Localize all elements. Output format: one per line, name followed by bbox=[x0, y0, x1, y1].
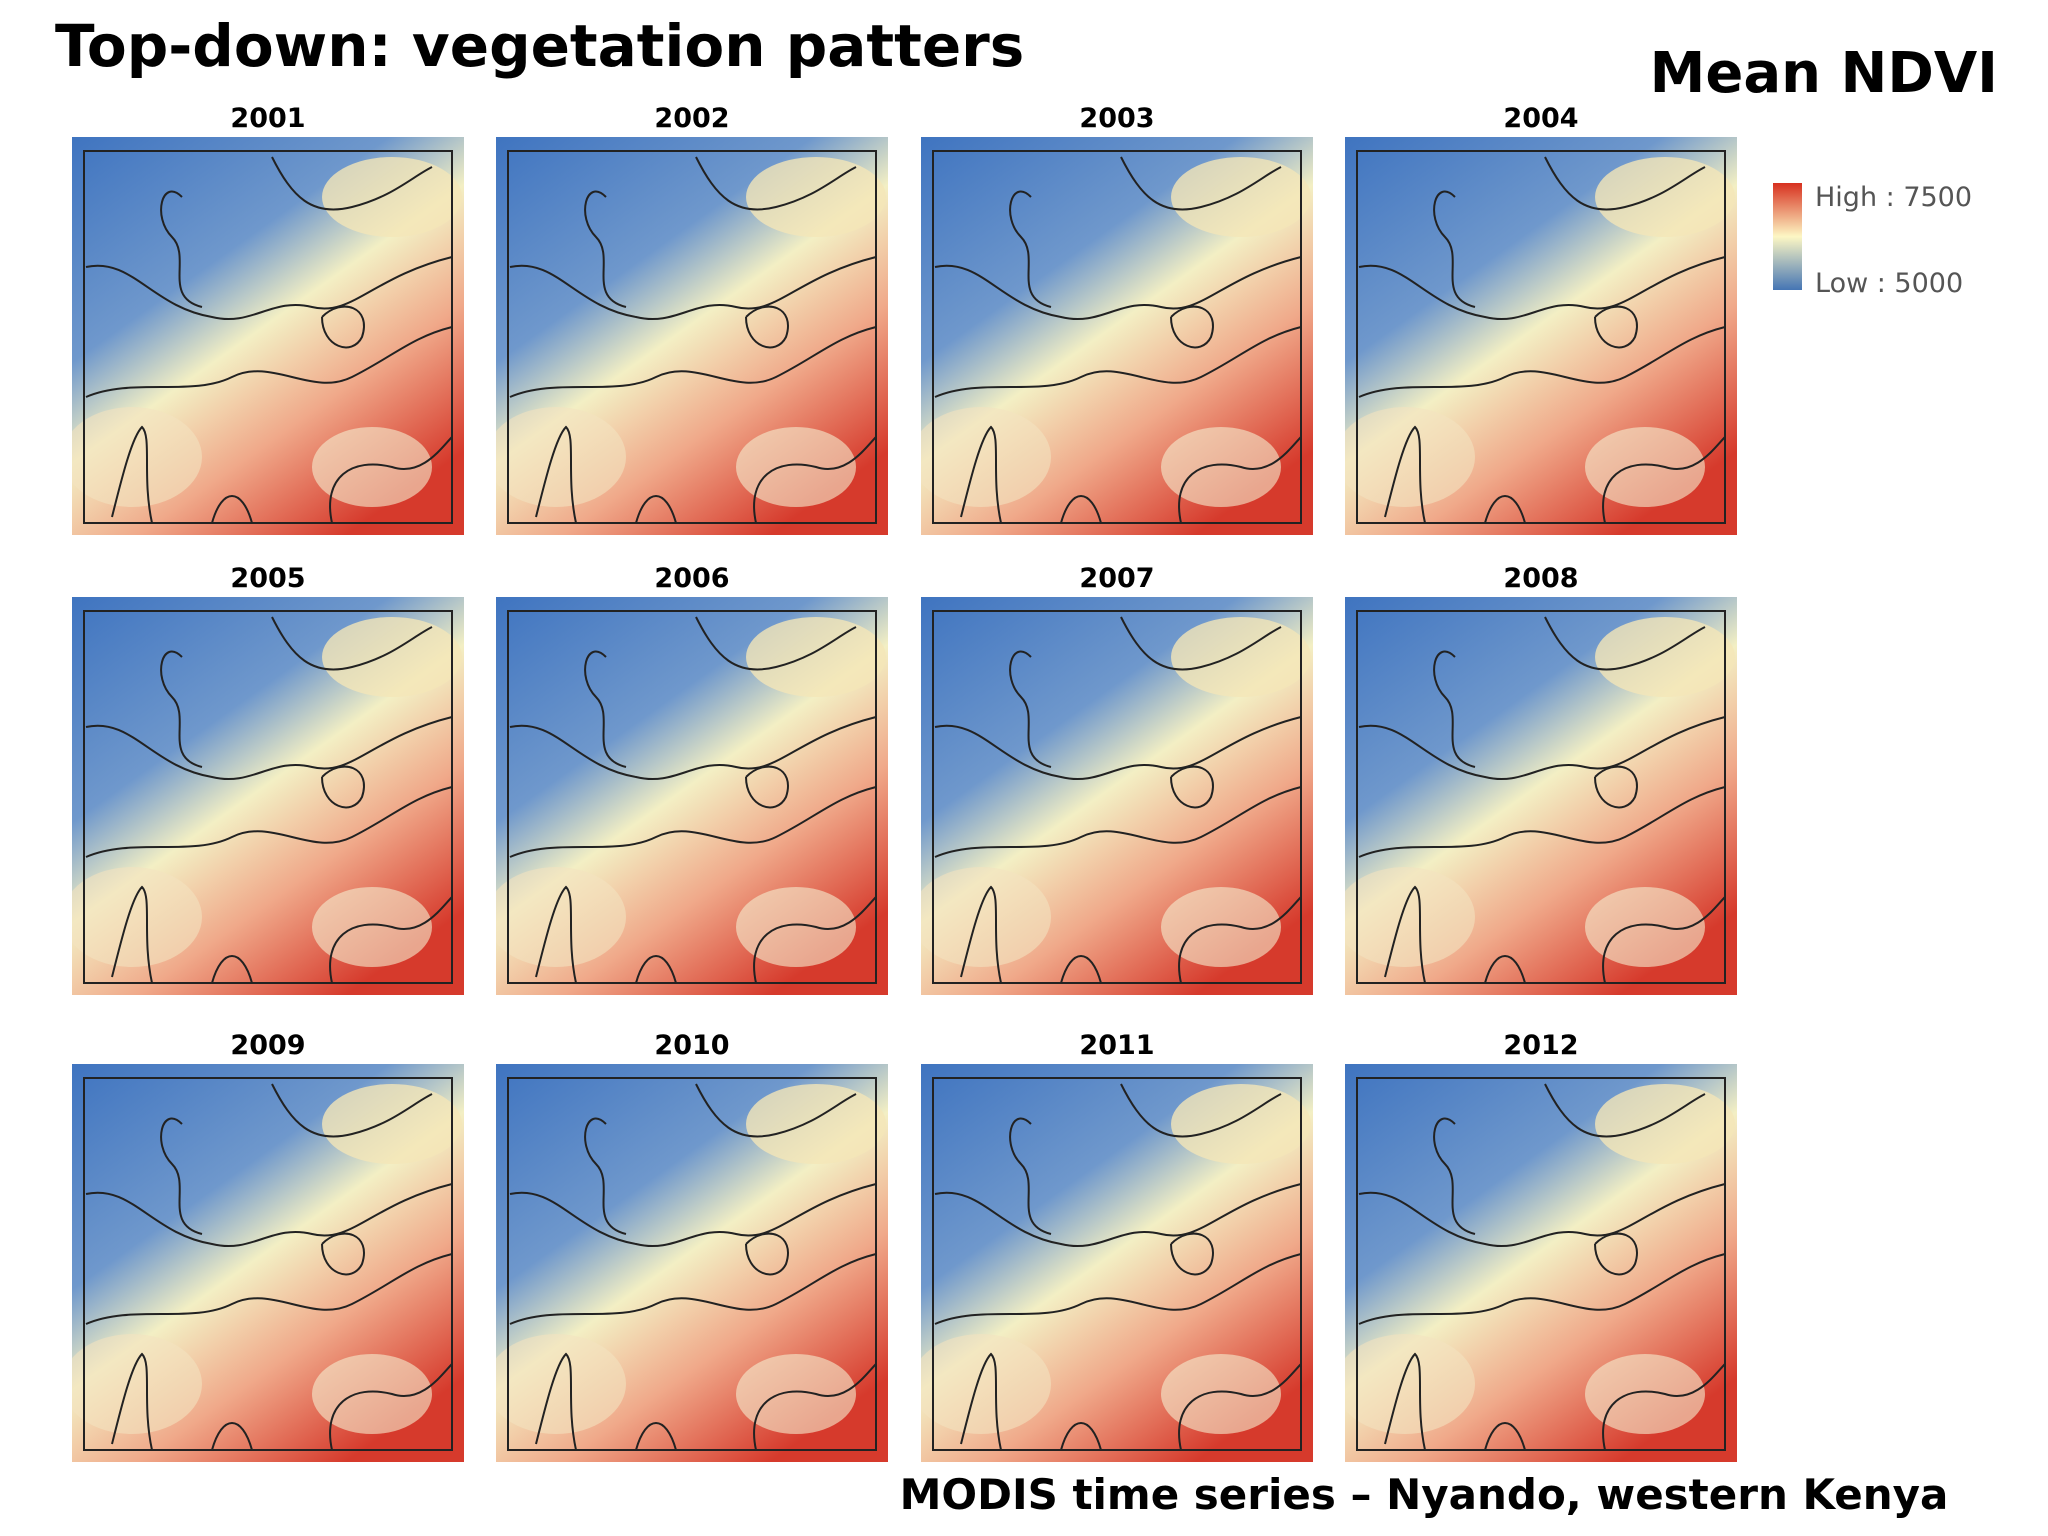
map-grid: 2001 2002 2003 2004 2005 2006 2007 2008 2009 2010… bbox=[72, 103, 1737, 1462]
ndvi-map bbox=[921, 137, 1313, 535]
year-label: 2001 bbox=[230, 103, 305, 134]
year-label: 2011 bbox=[1079, 1030, 1154, 1061]
year-label: 2006 bbox=[654, 563, 729, 594]
ndvi-map bbox=[1345, 1064, 1737, 1462]
year-label: 2008 bbox=[1503, 563, 1578, 594]
subtitle: Mean NDVI bbox=[1650, 41, 1998, 106]
title: Top-down: vegetation patters bbox=[55, 12, 1024, 80]
year-label: 2007 bbox=[1079, 563, 1154, 594]
ndvi-map bbox=[921, 1064, 1313, 1462]
legend-low: Low : 5000 bbox=[1815, 268, 1963, 299]
year-label: 2009 bbox=[230, 1030, 305, 1061]
legend-high: High : 7500 bbox=[1815, 182, 1972, 213]
ndvi-map bbox=[72, 597, 464, 995]
ndvi-map bbox=[72, 1064, 464, 1462]
legend-bar bbox=[1773, 183, 1802, 290]
year-label: 2003 bbox=[1079, 103, 1154, 134]
ndvi-map bbox=[921, 597, 1313, 995]
ndvi-map bbox=[72, 137, 464, 535]
year-label: 2012 bbox=[1503, 1030, 1578, 1061]
caption: MODIS time series – Nyando, western Keny… bbox=[900, 1470, 1949, 1519]
ndvi-map bbox=[1345, 137, 1737, 535]
ndvi-map bbox=[496, 597, 888, 995]
ndvi-map bbox=[496, 137, 888, 535]
year-label: 2002 bbox=[654, 103, 729, 134]
ndvi-map bbox=[1345, 597, 1737, 995]
year-label: 2004 bbox=[1503, 103, 1578, 134]
year-label: 2010 bbox=[654, 1030, 729, 1061]
year-label: 2005 bbox=[230, 563, 305, 594]
ndvi-map bbox=[496, 1064, 888, 1462]
